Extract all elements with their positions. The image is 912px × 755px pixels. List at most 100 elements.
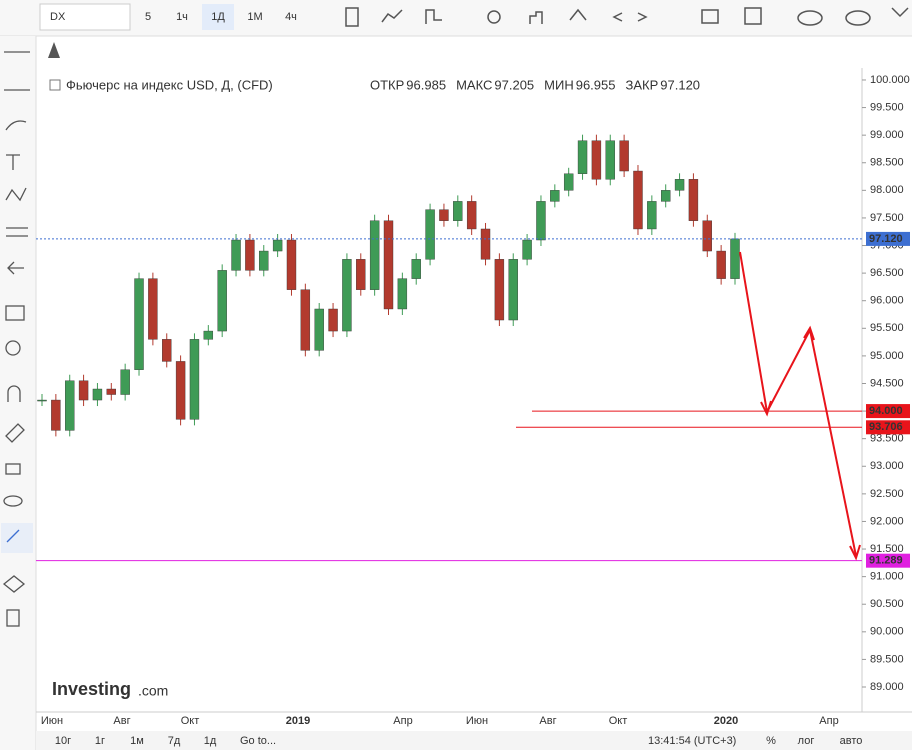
interval-button[interactable]: 1М <box>247 11 262 23</box>
icon-pattern[interactable] <box>5 187 27 202</box>
top-toolbar <box>0 0 912 36</box>
icon-compare[interactable] <box>569 8 587 21</box>
symbol-box[interactable] <box>39 3 131 31</box>
candle <box>633 170 643 230</box>
level-label-box <box>866 420 910 435</box>
y-tick-label: 89.000 <box>870 681 904 693</box>
interval-button[interactable]: 4ч <box>285 11 297 23</box>
footer-items: 10г 1г 1м 7д 1д Go to... 13:41:54 (UTC+3)% лог а… <box>55 735 863 747</box>
forecast-arrow <box>739 251 857 557</box>
scale-button[interactable]: лог <box>798 735 815 747</box>
icon-indicators[interactable] <box>529 11 543 24</box>
icon-magnet[interactable] <box>7 385 21 402</box>
x-tick-label: Июн <box>466 715 488 727</box>
candle <box>397 278 408 310</box>
range-button[interactable]: 10г <box>55 735 71 747</box>
interval-button[interactable]: 1ч <box>176 11 188 23</box>
y-tick-label: 90.000 <box>870 626 904 638</box>
icon-lock[interactable] <box>5 463 21 475</box>
interval-button[interactable]: 1Д <box>211 11 225 23</box>
y-tick-label: 94.500 <box>870 377 904 389</box>
y-tick-label: 92.000 <box>870 515 904 527</box>
icon-eye[interactable] <box>3 495 23 507</box>
y-tick-label: 93.500 <box>870 433 904 445</box>
y-tick-label: 95.000 <box>870 350 904 362</box>
icon-pencil[interactable] <box>5 423 25 443</box>
candle <box>480 228 491 260</box>
candle <box>619 140 629 172</box>
icon-trash[interactable] <box>6 609 20 627</box>
left-icons <box>1 51 33 627</box>
candle <box>37 399 47 402</box>
candle <box>522 239 532 260</box>
symbol: DX <box>50 11 66 23</box>
x-tick-label: 2020 <box>714 715 738 727</box>
icon-brush[interactable] <box>5 120 27 131</box>
y-tick-label: 98.000 <box>870 184 904 196</box>
candle <box>65 380 75 431</box>
icon-cloud-save[interactable] <box>845 10 871 26</box>
scale-button[interactable]: % <box>766 735 776 747</box>
x-tick-label: 2019 <box>286 715 310 727</box>
icon-cloud-load[interactable] <box>797 10 823 26</box>
x-tick-label: Июн <box>41 715 63 727</box>
candle <box>272 239 283 252</box>
icon-link[interactable] <box>6 529 20 543</box>
icon-layers[interactable] <box>2 575 26 593</box>
x-tick-label: Окт <box>609 715 628 727</box>
icon-undo[interactable] <box>612 12 623 22</box>
x-tick-label: Окт <box>181 715 200 727</box>
range-button[interactable]: 1г <box>95 735 105 747</box>
candle <box>550 190 560 202</box>
icon-candles[interactable] <box>345 7 359 27</box>
icon-zoom[interactable] <box>5 340 21 356</box>
toolbar-icons <box>345 7 909 27</box>
logo-brand: Investing <box>52 679 131 699</box>
candle <box>591 140 602 180</box>
level-label-box <box>866 553 910 568</box>
icon-text[interactable] <box>6 154 20 170</box>
x-tick-label: Авг <box>539 715 556 727</box>
candle <box>411 259 421 279</box>
candle <box>702 220 712 252</box>
icon-alert[interactable] <box>48 42 60 58</box>
y-tick-label: 91.000 <box>870 571 904 583</box>
y-tick-label: 97.500 <box>870 212 904 224</box>
candle <box>189 339 200 420</box>
interval-button[interactable]: 5 <box>145 11 151 23</box>
icon-fullscreen[interactable] <box>891 7 909 18</box>
icon-redo[interactable] <box>637 12 648 22</box>
icon-line[interactable] <box>381 9 403 23</box>
goto-button[interactable]: Go to... <box>240 735 276 747</box>
range-button[interactable]: 1д <box>204 735 217 747</box>
collapse-icon[interactable] <box>49 79 61 91</box>
plot: 89.000 89.500 90.000 90.500 91.000 91.500 92.0… <box>36 74 910 727</box>
scale-button[interactable]: авто <box>840 735 863 747</box>
candle <box>134 278 144 370</box>
icon-measure[interactable] <box>5 305 25 321</box>
x-tick-label: Апр <box>819 715 838 727</box>
candle <box>466 201 477 230</box>
interval-group: 5 1ч 1Д 1М 4ч <box>145 4 297 30</box>
candle <box>356 259 366 290</box>
level-label: 93.706 <box>869 421 903 433</box>
range-button[interactable]: 1м <box>130 735 144 747</box>
icon-bars[interactable] <box>425 9 442 24</box>
logo-suffix: .com <box>138 683 168 699</box>
x-tick-label: Авг <box>113 715 130 727</box>
candle <box>314 308 324 351</box>
candle <box>453 201 463 221</box>
icon-settings[interactable] <box>487 10 501 24</box>
level-label: 91.289 <box>869 555 903 567</box>
candle <box>106 388 117 395</box>
active-highlight <box>1 523 33 553</box>
icon-back[interactable] <box>7 261 24 275</box>
icon-fib[interactable] <box>6 227 28 237</box>
range-button[interactable]: 7д <box>168 735 181 747</box>
candle <box>175 361 186 420</box>
icon-camera[interactable] <box>701 9 719 24</box>
level-label: 94.000 <box>869 405 903 417</box>
icon-color[interactable] <box>744 7 762 25</box>
candle <box>536 201 546 241</box>
ohlc-legend: ОТКР 96.985 МАКС 97.205 МИН 96.955 ЗАКР 97.120 <box>370 77 700 92</box>
